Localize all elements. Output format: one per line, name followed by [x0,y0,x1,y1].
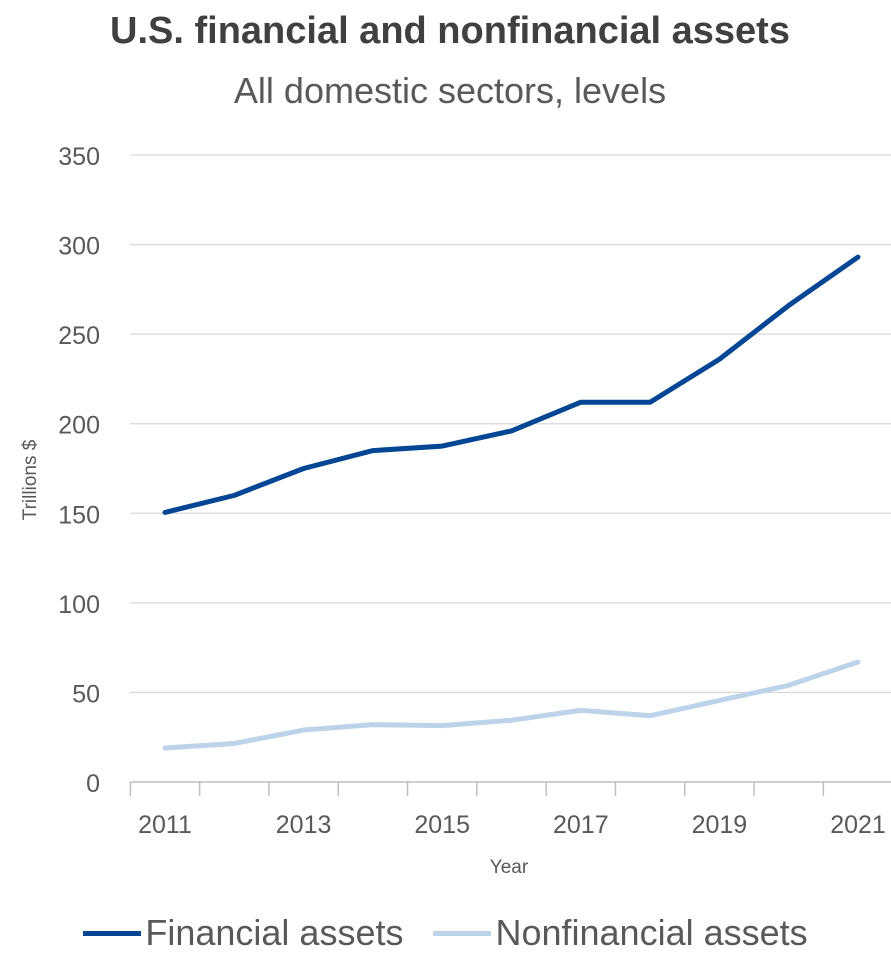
legend-swatch-nonfinancial [433,930,492,936]
y-tick-label: 0 [86,770,100,798]
gridlines [130,154,891,694]
legend: Financial assets Nonfinancial assets [0,912,891,954]
x-axis: 2011 2013 2015 2017 2019 2021 [129,781,891,839]
line-chart: 2011 2013 2015 2017 2019 2021 0 50 100 150 200 250… [20,143,891,878]
x-tick-label: 2017 [553,811,609,839]
y-axis: 0 50 100 150 200 250 300 350 [58,143,100,798]
legend-label-financial: Financial assets [145,912,404,953]
chart-title: U.S. financial and nonfinancial assets [110,10,790,52]
chart-subtitle: All domestic sectors, levels [233,70,667,111]
y-tick-label: 200 [58,412,100,440]
series-line-nonfinancial [162,659,861,751]
legend-item-financial: Financial assets [83,912,403,954]
x-tick-label: 2015 [414,811,470,839]
series-lines [162,254,861,751]
series-line-financial [162,254,861,515]
y-tick-label: 350 [58,143,100,171]
y-tick-label: 100 [58,591,100,619]
y-tick-label: 300 [58,233,100,261]
y-axis-label: Trillions $ [20,439,41,520]
x-axis-label: Year [490,857,529,878]
legend-label-nonfinancial: Nonfinancial assets [495,912,808,953]
x-tick-label: 2019 [692,811,748,839]
x-tick-label: 2013 [276,811,332,839]
x-tick-label: 2011 [138,811,192,839]
y-tick-label: 50 [72,680,100,708]
y-tick-label: 250 [58,322,100,350]
x-tick-label: 2021 [830,811,886,839]
legend-swatch-financial [83,930,142,936]
y-tick-label: 150 [58,501,100,529]
legend-item-nonfinancial: Nonfinancial assets [433,912,808,954]
